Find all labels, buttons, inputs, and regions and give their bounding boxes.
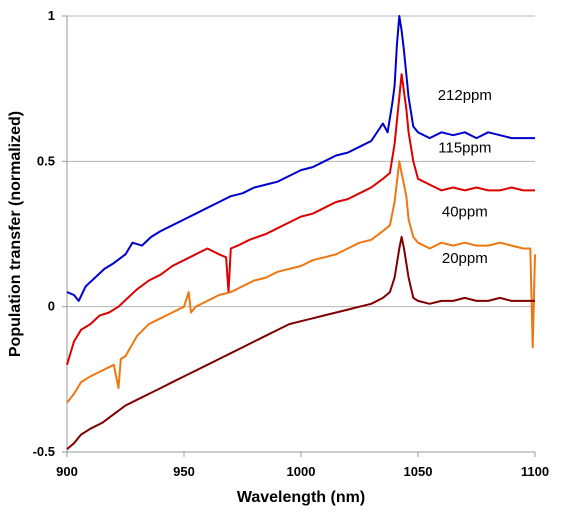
- series-label: 20ppm: [442, 250, 488, 267]
- grid: [67, 15, 535, 453]
- series-line-212ppm: [66, 15, 535, 302]
- series-line-40ppm: [66, 160, 536, 404]
- series-label: 115ppm: [438, 139, 491, 156]
- series-line-20ppm: [66, 235, 535, 450]
- x-tick-label: 1100: [521, 464, 549, 479]
- series-group: [66, 15, 536, 450]
- series-line-115ppm: [66, 73, 535, 366]
- x-tick-label: 1050: [404, 464, 433, 479]
- y-tick-label: 0: [48, 299, 55, 314]
- y-axis-title: Population transfer (normalized): [7, 111, 24, 357]
- x-tick-label: 950: [173, 464, 195, 479]
- series-labels: 212ppm 115ppm 40ppm 20ppm: [438, 87, 492, 267]
- series-label: 40ppm: [442, 203, 488, 220]
- x-tick-label: 1000: [287, 464, 316, 479]
- y-tick-label: 1: [48, 8, 55, 23]
- y-tick-label: -0.5: [33, 444, 55, 459]
- x-axis-title: Wavelength (nm): [237, 489, 365, 506]
- axes: -0.5 0 0.5 1 900 950 1000 1050 1100: [33, 8, 550, 479]
- series-label: 212ppm: [438, 87, 492, 104]
- x-tick-label: 900: [56, 464, 78, 479]
- y-tick-label: 0.5: [37, 153, 55, 168]
